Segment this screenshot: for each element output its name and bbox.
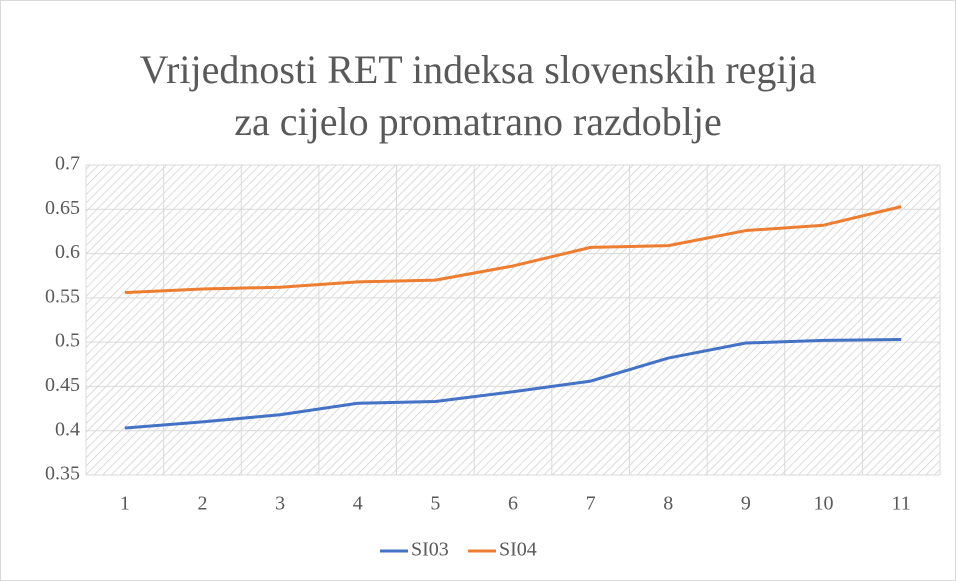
x-tick-label: 11 <box>892 493 911 515</box>
y-tick-label: 0.35 <box>45 463 80 485</box>
y-tick-label: 0.5 <box>55 330 80 352</box>
legend-label: SI04 <box>499 539 537 561</box>
x-tick-label: 9 <box>741 493 751 515</box>
series-line <box>124 337 902 430</box>
y-tick-label: 0.65 <box>45 197 80 219</box>
x-tick-label: 7 <box>586 493 596 515</box>
plot-area <box>86 165 940 475</box>
y-tick-label: 0.45 <box>45 374 80 396</box>
x-tick-label: 4 <box>353 493 363 515</box>
y-tick-label: 0.4 <box>55 418 80 440</box>
x-tick-label: 6 <box>508 493 518 515</box>
x-tick-label: 2 <box>197 493 207 515</box>
x-tick-label: 8 <box>663 493 673 515</box>
series-line <box>124 205 902 295</box>
y-tick-label: 0.7 <box>55 153 80 175</box>
x-tick-label: 10 <box>814 493 834 515</box>
y-tick-label: 0.55 <box>45 285 80 307</box>
legend-label: SI03 <box>411 539 449 561</box>
chart-title: Vrijednosti RET indeksa slovenskih regij… <box>140 47 817 92</box>
x-tick-label: 3 <box>275 493 285 515</box>
chart-title: za cijelo promatrano razdoblje <box>234 99 722 144</box>
x-tick-label: 5 <box>430 493 440 515</box>
x-tick-label: 1 <box>120 493 130 515</box>
y-tick-label: 0.6 <box>55 241 80 263</box>
